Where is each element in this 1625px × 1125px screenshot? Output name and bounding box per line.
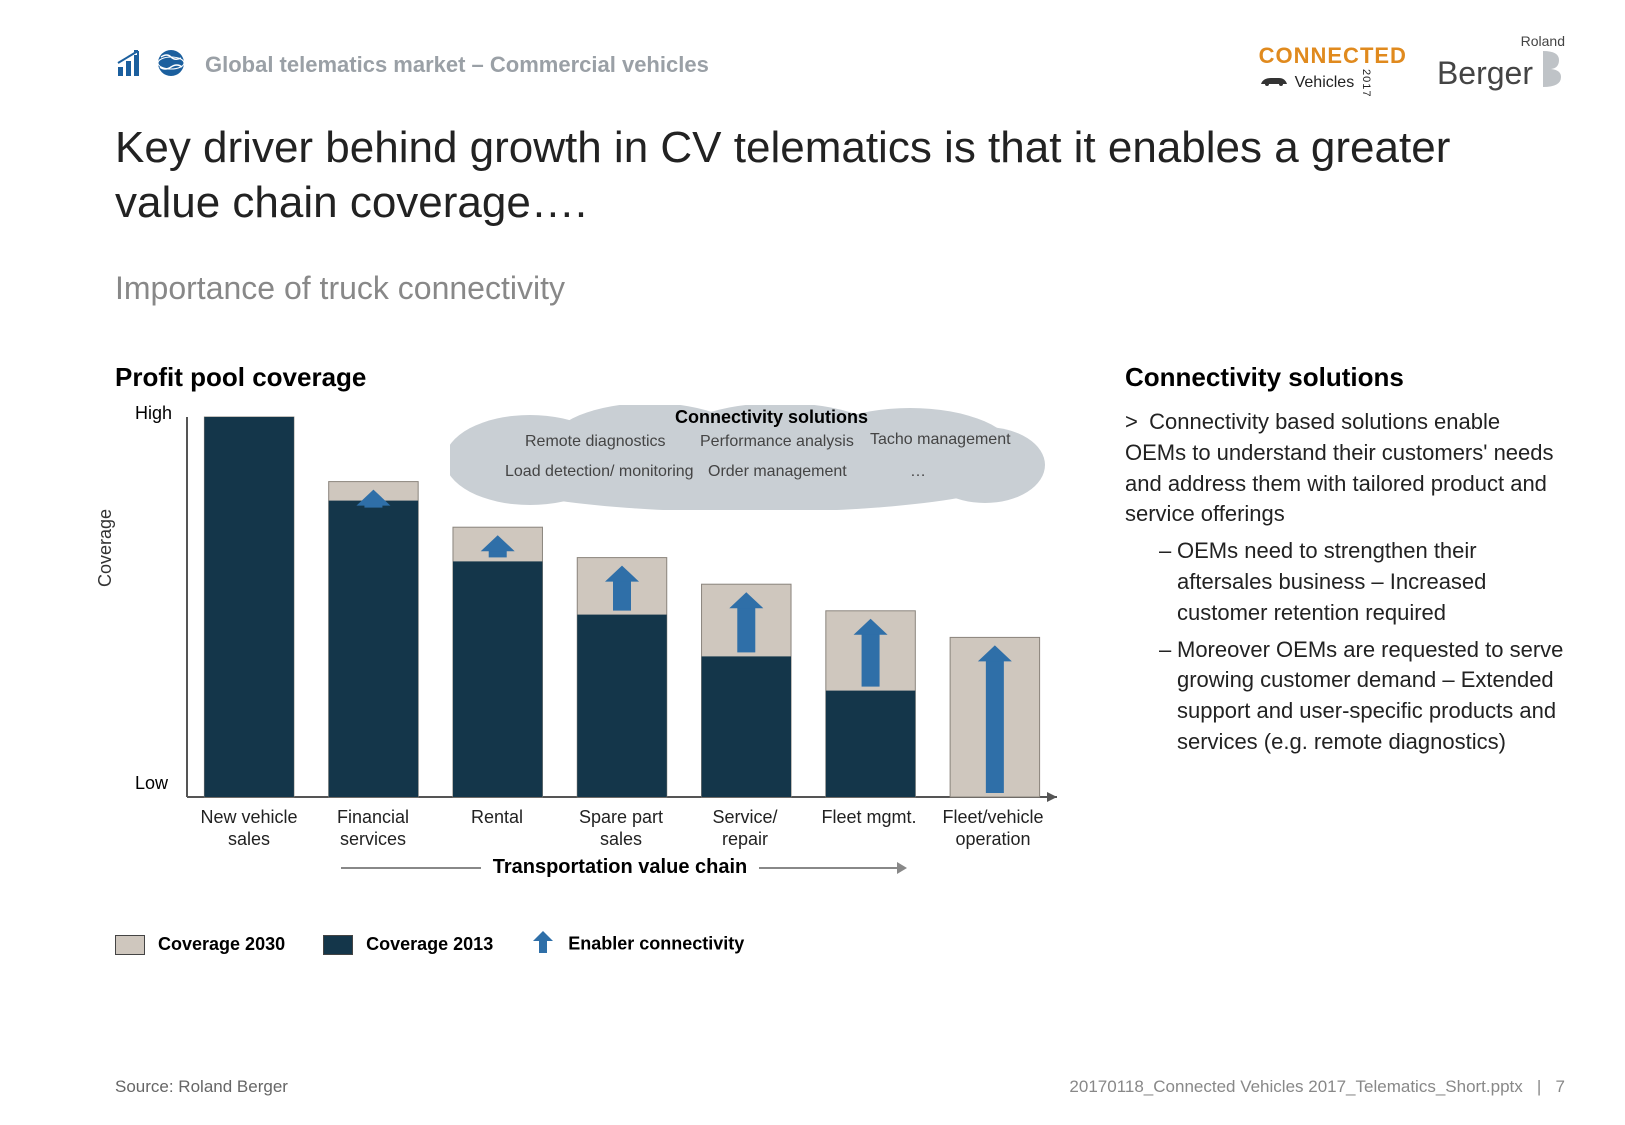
berger-b-icon xyxy=(1539,49,1565,97)
y-tick-high: High xyxy=(135,403,172,424)
x-category-labels: New vehiclesalesFinancialservicesRentalS… xyxy=(187,807,1057,850)
legend-2013-label: Coverage 2013 xyxy=(366,934,493,954)
cloud-item: … xyxy=(910,463,926,481)
body: Profit pool coverage High Low Coverage xyxy=(115,362,1565,960)
y-tick-low: Low xyxy=(135,773,168,794)
roland-berger-logo: Roland Berger xyxy=(1437,33,1565,97)
x-axis-label: Transportation value chain xyxy=(493,856,748,879)
header-logos: CONNECTED Vehicles 2017 Roland Berger xyxy=(1259,33,1565,97)
footer-source: Source: Roland Berger xyxy=(115,1077,288,1097)
header-icons xyxy=(115,47,187,84)
x-arrow-left-icon xyxy=(341,867,481,869)
right-column: Connectivity solutions > Connectivity ba… xyxy=(1125,362,1565,960)
car-icon xyxy=(1259,74,1289,92)
legend: Coverage 2030 Coverage 2013 Enabler conn… xyxy=(115,929,1065,960)
x-category-label: Fleet mgmt. xyxy=(807,807,931,850)
x-category-label: Fleet/vehicleoperation xyxy=(931,807,1055,850)
globe-icon xyxy=(155,47,187,84)
page-title: Key driver behind growth in CV telematic… xyxy=(115,120,1465,230)
footer-file: 20170118_Connected Vehicles 2017_Telemat… xyxy=(1069,1077,1565,1097)
y-axis-label: Coverage xyxy=(95,509,116,587)
berger-text: Berger xyxy=(1437,55,1533,92)
x-category-label: Rental xyxy=(435,807,559,850)
cloud-callout: Connectivity solutions Remote diagnostic… xyxy=(450,405,1045,510)
legend-enabler-label: Enabler connectivity xyxy=(568,933,744,953)
swatch-2030-icon xyxy=(115,935,145,955)
x-category-label: Spare partsales xyxy=(559,807,683,850)
legend-item-2030: Coverage 2030 xyxy=(115,934,285,955)
bullet-main-text: Connectivity based solutions enable OEMs… xyxy=(1125,409,1554,526)
slide: Global telematics market – Commercial ve… xyxy=(0,0,1625,1125)
right-heading: Connectivity solutions xyxy=(1125,362,1565,393)
cloud-item: Order management xyxy=(708,463,847,481)
footer-filename: 20170118_Connected Vehicles 2017_Telemat… xyxy=(1069,1077,1522,1096)
header: Global telematics market – Commercial ve… xyxy=(115,40,1565,90)
cloud-item: Remote diagnostics xyxy=(525,433,666,451)
roland-text: Roland xyxy=(1437,33,1565,49)
footer-page: 7 xyxy=(1556,1077,1565,1096)
footer: Source: Roland Berger 20170118_Connected… xyxy=(115,1077,1565,1097)
chart-container: High Low Coverage xyxy=(115,407,1065,879)
x-category-label: Financialservices xyxy=(311,807,435,850)
x-axis-label-row: Transportation value chain xyxy=(175,856,1065,879)
legend-2030-label: Coverage 2030 xyxy=(158,934,285,954)
enabler-arrow-icon xyxy=(531,929,555,960)
x-arrow-right-icon xyxy=(759,867,899,869)
sub-bullet: OEMs need to strengthen their aftersales… xyxy=(1159,536,1565,628)
connected-text: CONNECTED xyxy=(1259,43,1407,69)
left-heading: Profit pool coverage xyxy=(115,362,1065,393)
breadcrumb: Global telematics market – Commercial ve… xyxy=(205,52,709,78)
cloud-item: Load detection/ monitoring xyxy=(505,463,694,481)
year-text: 2017 xyxy=(1360,69,1372,97)
cloud-item: Performance analysis xyxy=(700,433,854,451)
left-column: Profit pool coverage High Low Coverage xyxy=(115,362,1065,960)
sub-bullet: Moreover OEMs are requested to serve gro… xyxy=(1159,635,1565,758)
legend-item-2013: Coverage 2013 xyxy=(323,934,493,955)
vehicles-text: Vehicles xyxy=(1295,74,1355,92)
x-category-label: New vehiclesales xyxy=(187,807,311,850)
bullet-main: > Connectivity based solutions enable OE… xyxy=(1125,407,1565,758)
legend-item-enabler: Enabler connectivity xyxy=(531,929,744,960)
cloud-title: Connectivity solutions xyxy=(675,407,868,428)
sub-bullets: OEMs need to strengthen their aftersales… xyxy=(1159,536,1565,758)
bullet-marker: > xyxy=(1125,407,1143,438)
connected-vehicles-logo: CONNECTED Vehicles 2017 xyxy=(1259,43,1407,97)
swatch-2013-icon xyxy=(323,935,353,955)
x-category-label: Service/repair xyxy=(683,807,807,850)
chart-up-icon xyxy=(115,47,147,84)
cloud-item: Tacho management xyxy=(870,431,1011,449)
page-subtitle: Importance of truck connectivity xyxy=(115,270,1565,307)
